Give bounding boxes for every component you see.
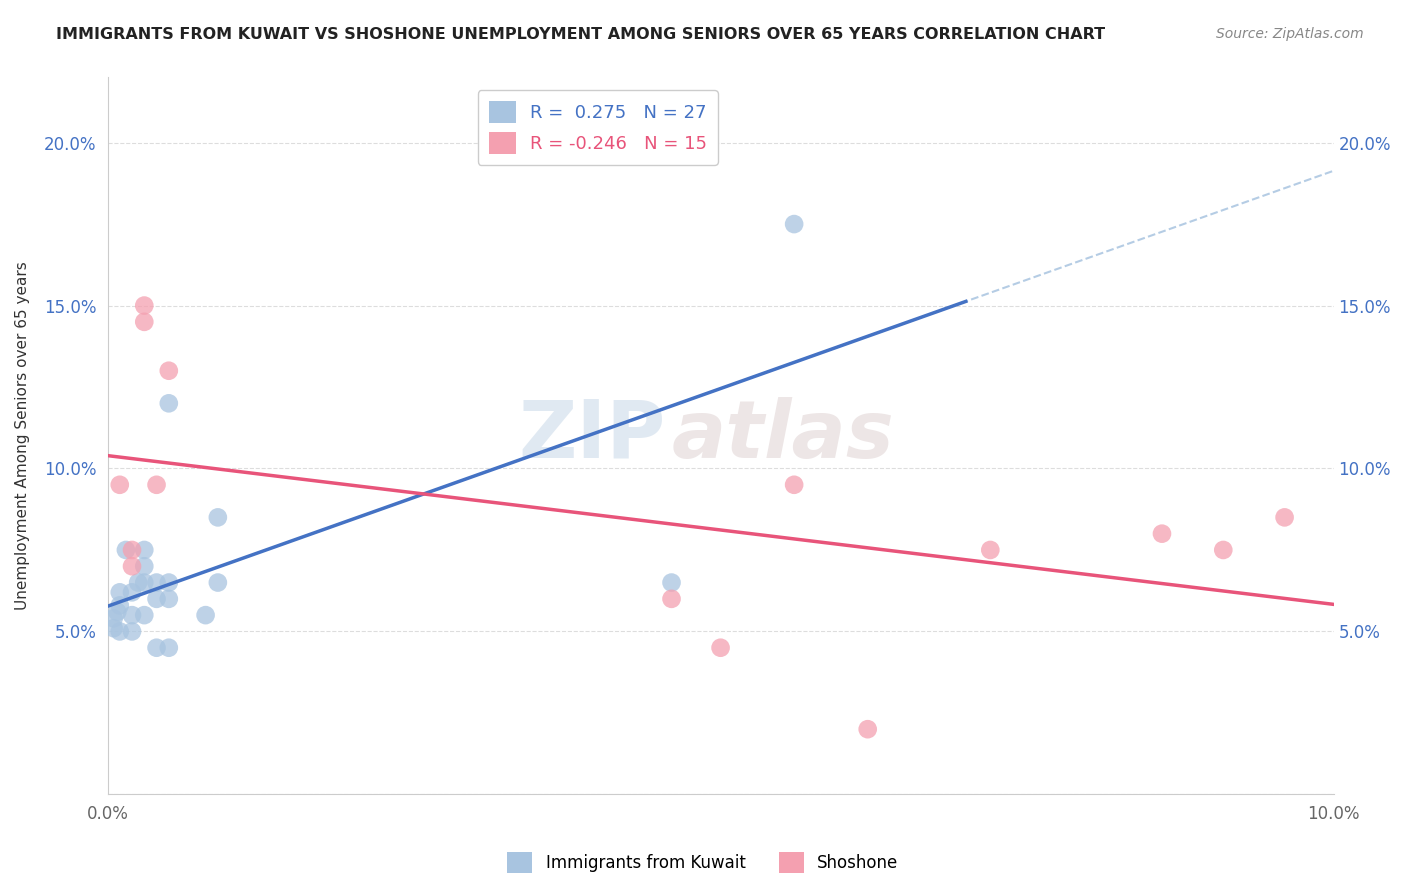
Point — [207, 510, 229, 524]
Point — [145, 591, 167, 606]
Point — [783, 217, 806, 231]
Y-axis label: Unemployment Among Seniors over 65 years: Unemployment Among Seniors over 65 years — [15, 261, 30, 610]
Point — [145, 640, 167, 655]
Point — [157, 591, 180, 606]
Point — [127, 575, 149, 590]
Point — [121, 543, 143, 558]
Point — [979, 543, 1001, 558]
Point — [783, 477, 806, 491]
Point — [1150, 526, 1173, 541]
Text: Source: ZipAtlas.com: Source: ZipAtlas.com — [1216, 27, 1364, 41]
Point — [108, 477, 131, 491]
Point — [121, 585, 143, 599]
Point — [157, 364, 180, 378]
Point — [103, 611, 125, 625]
Point — [121, 608, 143, 623]
Point — [134, 315, 156, 329]
Point — [134, 299, 156, 313]
Point — [207, 575, 229, 590]
Point — [661, 575, 683, 590]
Point — [121, 559, 143, 574]
Point — [157, 640, 180, 655]
Point — [157, 575, 180, 590]
Point — [115, 543, 138, 558]
Point — [661, 591, 683, 606]
Point — [134, 543, 156, 558]
Legend: R =  0.275   N = 27, R = -0.246   N = 15: R = 0.275 N = 27, R = -0.246 N = 15 — [478, 90, 718, 165]
Text: IMMIGRANTS FROM KUWAIT VS SHOSHONE UNEMPLOYMENT AMONG SENIORS OVER 65 YEARS CORR: IMMIGRANTS FROM KUWAIT VS SHOSHONE UNEMP… — [56, 27, 1105, 42]
Point — [145, 575, 167, 590]
Point — [108, 599, 131, 613]
Point — [157, 396, 180, 410]
Point — [108, 585, 131, 599]
Point — [105, 605, 128, 619]
Text: ZIP: ZIP — [519, 397, 665, 475]
Text: atlas: atlas — [672, 397, 894, 475]
Point — [709, 640, 731, 655]
Legend: Immigrants from Kuwait, Shoshone: Immigrants from Kuwait, Shoshone — [501, 846, 905, 880]
Point — [856, 722, 879, 736]
Point — [145, 477, 167, 491]
Point — [108, 624, 131, 639]
Point — [194, 608, 217, 623]
Point — [103, 621, 125, 635]
Point — [1212, 543, 1234, 558]
Point — [134, 575, 156, 590]
Point — [134, 608, 156, 623]
Point — [121, 624, 143, 639]
Point — [1274, 510, 1296, 524]
Point — [134, 559, 156, 574]
